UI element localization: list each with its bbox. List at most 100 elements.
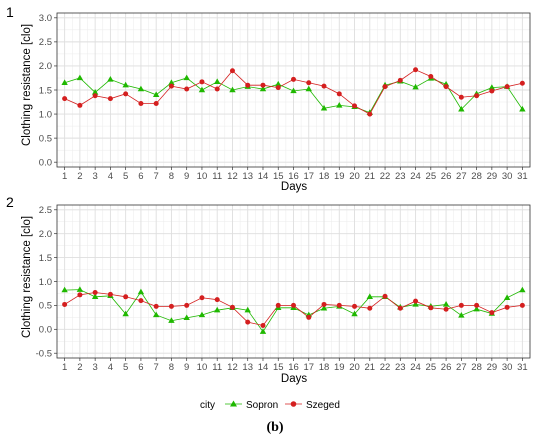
panel-2-y-tick-label: 0.5 [39, 301, 52, 312]
panel-1-sopron-point [412, 83, 419, 90]
panel-1-szeged-point [291, 76, 296, 82]
panel-2-sopron-point [61, 286, 68, 293]
panel-1-x-tick-label: 1 [62, 171, 67, 182]
panel-1-label: 1 [6, 4, 14, 20]
panel-1-szeged-point [306, 80, 312, 86]
panel-1-x-tick-label: 8 [169, 171, 174, 182]
panel-2-szeged-point [184, 302, 190, 308]
panel-1-x-tick-label: 9 [184, 171, 189, 182]
panel-1-szeged-point [458, 94, 464, 100]
legend: city Sopron Szeged [200, 400, 340, 411]
panel-1-sopron-point [519, 105, 526, 112]
panel-1-x-tick-label: 5 [123, 171, 128, 182]
panel-2-x-tick-label: 20 [349, 362, 360, 373]
panel-1-szeged-point [260, 82, 266, 88]
panel-2-x-tick-label: 17 [303, 362, 314, 373]
panel-2-sopron-point [137, 288, 145, 295]
panel-2-szeged-point [397, 305, 403, 311]
panel-1-sopron-point [168, 79, 175, 85]
panel-1-x-tick-label: 2 [77, 171, 82, 182]
panel-2-x-tick-label: 14 [258, 362, 269, 373]
panel-1: 1 Clothing resistance [clo] Days 0.0 0.5 1… [6, 4, 531, 193]
panel-2-sopron-point [412, 301, 419, 307]
panel-1-szeged-point [367, 111, 373, 117]
legend-szeged-label: Szeged [306, 400, 340, 411]
panel-2-szeged-point [443, 306, 449, 312]
panel-2-szeged-point [367, 305, 373, 311]
panel-1-y-tick-label: 3.0 [39, 13, 52, 24]
panel-2-x-tick-label: 4 [108, 362, 113, 373]
panel-1-sopron-point [336, 102, 343, 108]
panel-1-x-tick-label: 16 [288, 171, 299, 182]
panel-2-szeged-point [62, 301, 68, 307]
panel-2-sopron-point [76, 286, 84, 292]
panel-2-x-tick-label: 29 [487, 362, 498, 373]
panel-1-sopron-point [320, 104, 328, 111]
panel-2-y-tick-label: 1.5 [39, 253, 52, 264]
legend-szeged-circle-icon [290, 401, 297, 407]
panel-2-szeged-point [428, 305, 434, 311]
panel-2-x-tick-label: 26 [441, 362, 452, 373]
panel-1-szeged-point [123, 91, 129, 97]
panel-2: 2 Clothing resistance [clo] Days -0.5 0.0… [6, 194, 531, 385]
panel-1-szeged-point [275, 85, 281, 91]
panel-2-szeged-point [458, 302, 464, 308]
panel-1-szeged-point [352, 103, 358, 109]
panel-1-szeged-point [107, 96, 113, 102]
panel-2-x-ticks: 1 2 3 4 5 6 7 8 9 10 11 12 13 14 15 16 17 18 19 20 21 22 23 24 2… [62, 358, 528, 373]
panel-1-sopron-point [137, 85, 145, 92]
panel-2-y-tick-label: 0.0 [39, 325, 52, 336]
panel-2-sopron-point [519, 286, 526, 293]
panel-1-x-tick-label: 30 [502, 171, 513, 182]
panel-2-szeged-point [138, 298, 144, 304]
panel-1-x-tick-label: 21 [365, 171, 376, 182]
panel-2-x-tick-label: 16 [288, 362, 299, 373]
panel-1-y-tick-label: 2.5 [39, 37, 52, 48]
panel-1-x-tick-label: 3 [92, 171, 97, 182]
panel-2-szeged-point [92, 289, 98, 295]
panel-1-szeged-point [413, 67, 419, 73]
panel-1-x-ticks: 1 2 3 4 5 6 7 8 9 10 11 12 13 14 15 16 17 18 19 20 21 22 23 24 2… [62, 167, 528, 182]
panel-1-x-tick-label: 11 [212, 171, 222, 182]
panel-2-x-tick-label: 9 [184, 362, 189, 373]
legend-title: city [200, 400, 215, 411]
panel-1-sopron-point [290, 87, 297, 94]
panel-1-x-tick-label: 15 [273, 171, 284, 182]
panel-1-y-tick-label: 0.5 [39, 133, 52, 144]
panel-1-szeged-point [519, 80, 525, 86]
panel-1-szeged-point [443, 84, 449, 90]
panel-1-y-tick-label: 1.5 [39, 85, 52, 96]
panel-2-x-tick-label: 3 [92, 362, 97, 373]
panel-2-sopron-point [473, 305, 480, 312]
panel-2-y-tick-label: 2.0 [39, 229, 52, 240]
panel-2-sopron-point [320, 304, 328, 311]
panel-2-szeged-point [260, 322, 266, 328]
panel-2-x-tick-label: 28 [471, 362, 482, 373]
panel-2-x-tick-label: 12 [227, 362, 238, 373]
panel-1-szeged-point [168, 83, 174, 89]
panel-2-x-tick-label: 23 [395, 362, 406, 373]
panel-2-x-tick-label: 30 [502, 362, 513, 373]
panel-2-sopron-point [244, 306, 251, 313]
panel-1-szeged-point [77, 102, 83, 108]
panel-2-szeged-point [153, 303, 159, 309]
panel-1-szeged-point [153, 100, 159, 106]
panel-2-szeged-point [352, 303, 358, 309]
panel-2-sopron-point [259, 328, 267, 334]
panel-1-sopron-point [91, 89, 99, 95]
panel-1-x-tick-label: 10 [197, 171, 208, 182]
panel-1-y-tick-label: 2.0 [39, 61, 52, 72]
panel-2-szeged-point [77, 292, 83, 298]
panel-1-x-tick-label: 27 [456, 171, 467, 182]
panel-2-szeged-point [123, 294, 129, 300]
panel-1-series [61, 67, 526, 117]
panel-1-x-tick-label: 24 [410, 171, 421, 182]
panel-2-szeged-point [382, 293, 388, 299]
panel-1-sopron-point [122, 81, 129, 88]
panel-1-szeged-point [245, 82, 251, 88]
panel-2-szeged-point [168, 303, 174, 309]
panel-1-szeged-point [199, 79, 205, 85]
panel-1-szeged-point [321, 83, 327, 89]
panel-2-szeged-point [336, 302, 342, 308]
